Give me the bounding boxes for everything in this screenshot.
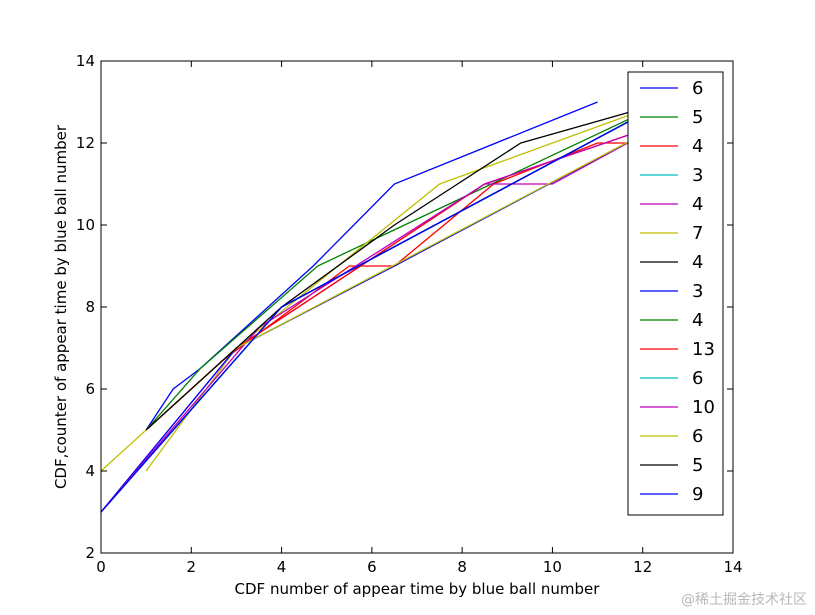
series-line-12: [100, 121, 666, 513]
x-tick-label: 8: [457, 558, 467, 576]
legend-label: 4: [692, 136, 703, 157]
series-line-9: [100, 101, 666, 513]
x-tick-label: 10: [543, 558, 562, 576]
series-lines: [100, 101, 666, 513]
y-tick-label: 8: [85, 298, 95, 316]
series-line-1: [145, 101, 598, 431]
legend-label: 3: [692, 281, 703, 302]
legend-label: 13: [692, 339, 715, 360]
series-line-11: [100, 101, 666, 513]
y-tick-label: 12: [76, 134, 95, 152]
legend-label: 10: [692, 397, 715, 418]
legend-label: 4: [692, 194, 703, 215]
x-tick-label: 14: [723, 558, 742, 576]
legend-label: 7: [692, 223, 703, 244]
series-line-4: [100, 101, 666, 513]
y-tick-label: 6: [85, 380, 95, 398]
series-line-3: [145, 142, 666, 431]
series-line-6: [145, 101, 666, 472]
legend-label: 5: [692, 455, 703, 476]
series-line-13: [100, 121, 666, 472]
y-axis-label: CDF,counter of appear time by blue ball …: [52, 124, 70, 489]
x-axis-label: CDF number of appear time by blue ball n…: [235, 580, 601, 598]
x-tick-label: 2: [187, 558, 197, 576]
series-line-15: [100, 101, 666, 513]
y-tick-label: 4: [85, 462, 95, 480]
legend-label: 4: [692, 310, 703, 331]
legend-label: 3: [692, 165, 703, 186]
legend-label: 6: [692, 426, 703, 447]
series-line-10: [145, 121, 666, 431]
y-tick-label: 14: [76, 52, 95, 70]
y-tick-label: 10: [76, 216, 95, 234]
x-tick-label: 6: [367, 558, 377, 576]
legend-label: 5: [692, 107, 703, 128]
legend-label: 6: [692, 368, 703, 389]
legend-label: 6: [692, 78, 703, 99]
series-line-8: [100, 121, 666, 513]
legend-box: [627, 71, 724, 516]
legend: 6 5 4 3 4 7 4 3 4 13 6 10 6 5 9: [627, 71, 724, 516]
y-tick-label: 2: [85, 544, 95, 562]
x-tick-label: 4: [277, 558, 287, 576]
legend-label: 9: [692, 484, 703, 505]
series-line-7: [100, 101, 666, 513]
series-line-2: [145, 101, 666, 431]
x-tick-label: 0: [96, 558, 106, 576]
watermark: @稀土掘金技术社区: [681, 592, 807, 608]
series-line-14: [145, 101, 666, 431]
x-tick-label: 12: [633, 558, 652, 576]
legend-label: 4: [692, 252, 703, 273]
series-line-5: [100, 121, 666, 513]
